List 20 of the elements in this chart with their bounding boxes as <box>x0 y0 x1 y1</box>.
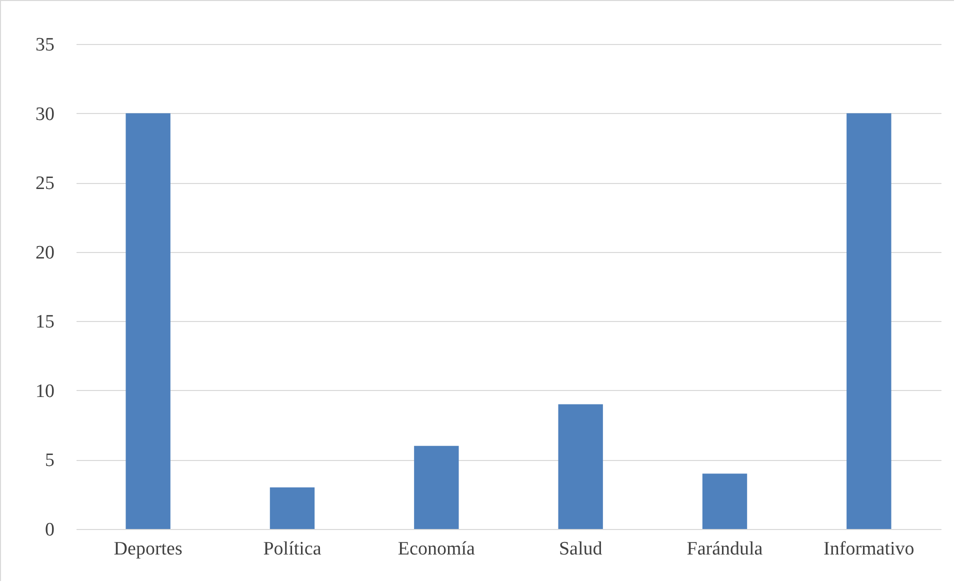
x-tick-label: Salud <box>558 538 603 560</box>
bar <box>414 446 459 529</box>
bar <box>270 487 315 529</box>
bar <box>846 113 892 529</box>
x-tick-label: Deportes <box>114 538 182 560</box>
x-tick-label: Farándula <box>686 538 764 560</box>
x-tick-label: Informativo <box>824 538 914 560</box>
y-tick-label: 35 <box>36 34 54 56</box>
y-tick-label: 25 <box>36 173 54 194</box>
x-tick-label: Economía <box>398 538 476 560</box>
y-tick-label: 15 <box>36 312 54 333</box>
y-tick-label: 30 <box>36 104 54 125</box>
y-tick-label: 10 <box>36 380 54 402</box>
x-tick-label: Política <box>263 538 322 560</box>
y-tick-label: 5 <box>45 450 54 472</box>
bar <box>702 474 748 529</box>
y-tick-label: 0 <box>45 520 54 540</box>
y-tick-label: 20 <box>36 242 54 264</box>
bar <box>558 404 603 529</box>
bar <box>126 113 170 529</box>
